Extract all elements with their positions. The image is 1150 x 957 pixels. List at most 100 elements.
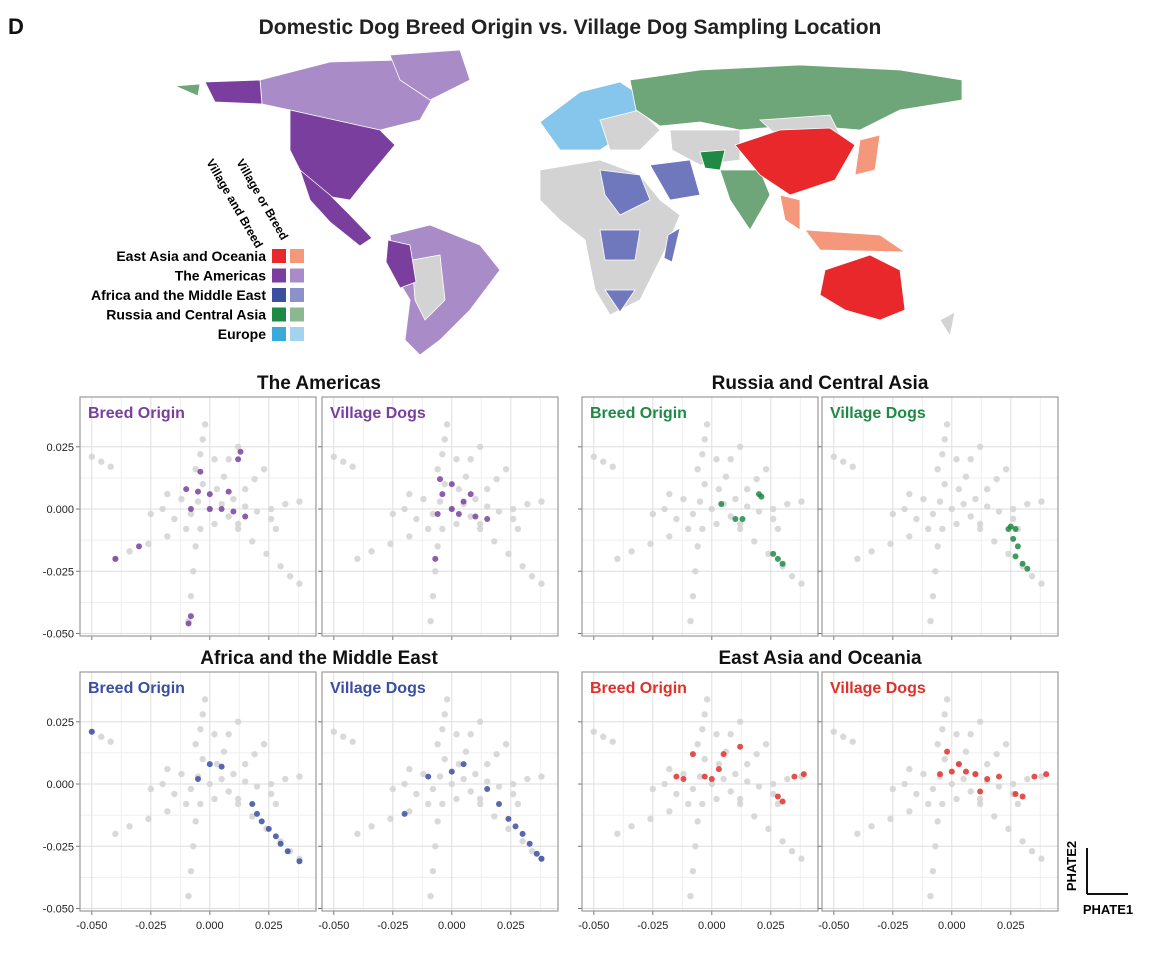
background-point <box>701 436 708 443</box>
panel-title: Breed Origin <box>590 405 687 422</box>
background-point <box>260 465 268 473</box>
background-point <box>491 538 498 545</box>
background-point <box>708 780 715 788</box>
map-region <box>629 64 963 131</box>
background-point <box>673 515 680 523</box>
highlight-point <box>197 468 204 475</box>
map-region <box>804 229 907 253</box>
x-tick-label: -0.025 <box>877 920 908 932</box>
background-point <box>472 495 479 503</box>
highlight-point <box>720 751 727 758</box>
background-point <box>429 867 437 875</box>
background-point <box>868 823 875 830</box>
background-point <box>948 505 955 513</box>
background-point <box>769 780 777 788</box>
background-point <box>441 755 448 763</box>
highlight-point <box>962 768 969 775</box>
background-point <box>368 823 375 830</box>
background-point <box>701 755 708 763</box>
background-point <box>680 495 687 503</box>
panel-title: Breed Origin <box>590 680 687 697</box>
group-title: The Americas <box>257 373 381 394</box>
scatter-panel: 0.025 0.000 -0.025 -0.050 Breed Origin <box>43 396 317 641</box>
background-point <box>192 543 199 550</box>
highlight-point <box>88 728 95 735</box>
background-point <box>441 480 448 488</box>
highlight-point <box>439 491 446 498</box>
background-point <box>213 485 221 493</box>
background-point <box>703 696 711 703</box>
background-point <box>939 451 946 458</box>
background-point <box>234 443 242 450</box>
background-point <box>220 748 228 755</box>
x-tick-label: 0.000 <box>938 920 966 932</box>
background-point <box>934 818 941 825</box>
background-point <box>628 548 635 555</box>
highlight-point <box>955 761 962 768</box>
background-point <box>493 475 500 483</box>
map-region <box>604 289 636 313</box>
background-point <box>432 843 439 850</box>
background-point <box>453 456 460 463</box>
background-point <box>953 520 960 528</box>
background-point <box>927 617 934 625</box>
background-point <box>387 540 394 548</box>
highlight-point <box>779 560 786 567</box>
background-point <box>230 770 237 778</box>
background-point <box>701 711 708 718</box>
background-point <box>1024 500 1031 508</box>
background-point <box>509 505 517 513</box>
background-point <box>242 778 249 785</box>
background-point <box>943 696 951 703</box>
background-point <box>197 726 204 733</box>
highlight-point <box>774 555 781 562</box>
background-point <box>218 500 225 508</box>
background-point <box>736 800 744 808</box>
background-point <box>694 465 701 473</box>
background-point <box>429 510 437 518</box>
x-tick-label: -0.025 <box>377 920 408 932</box>
background-point <box>434 818 441 825</box>
background-point <box>187 592 195 600</box>
background-point <box>199 711 206 718</box>
background-point <box>840 733 847 740</box>
highlight-point <box>187 506 194 513</box>
background-point <box>913 515 920 523</box>
background-point <box>460 775 467 783</box>
highlight-point <box>185 620 192 627</box>
highlight-point <box>718 501 725 508</box>
highlight-point <box>779 798 786 805</box>
plot-frame <box>821 396 1059 637</box>
background-point <box>272 800 280 808</box>
highlight-point <box>739 515 746 522</box>
background-point <box>680 770 687 778</box>
background-point <box>190 843 197 850</box>
background-point <box>429 592 437 600</box>
background-point <box>282 500 289 508</box>
background-point <box>201 696 209 703</box>
background-point <box>1024 775 1031 783</box>
background-point <box>715 485 723 493</box>
background-point <box>427 892 434 900</box>
x-tick-label: -0.050 <box>818 920 849 932</box>
background-point <box>939 726 946 733</box>
background-point <box>906 808 913 815</box>
background-point <box>453 795 460 803</box>
legend-label: The Americas <box>175 268 267 284</box>
background-point <box>192 465 199 473</box>
background-point <box>967 788 974 795</box>
background-point <box>967 731 974 738</box>
highlight-point <box>715 766 722 773</box>
highlight-point <box>258 818 265 825</box>
background-point <box>234 520 242 528</box>
background-point <box>936 498 944 505</box>
background-point <box>406 765 413 773</box>
background-point <box>614 830 621 838</box>
x-tick-label: -0.050 <box>318 920 349 932</box>
plot-frame <box>79 671 317 912</box>
background-point <box>484 778 491 785</box>
background-point <box>953 731 960 738</box>
map-region <box>599 229 641 261</box>
y-tick-label: 0.000 <box>46 779 74 791</box>
x-tick-label: 0.000 <box>438 920 466 932</box>
